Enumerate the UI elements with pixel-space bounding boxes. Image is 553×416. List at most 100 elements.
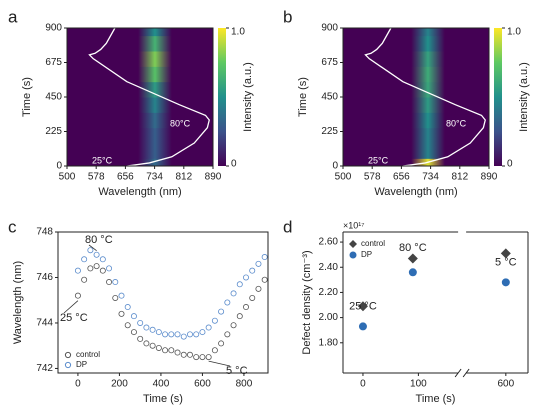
point — [99, 267, 106, 274]
point — [180, 351, 187, 358]
annotation-arrow — [63, 300, 79, 314]
panel-letter: b — [283, 7, 292, 26]
annotation: 5 °C — [495, 256, 517, 268]
x-tick-label: 0 — [360, 379, 366, 390]
y-tick-label: 450 — [321, 92, 338, 103]
legend-label: control — [361, 239, 385, 248]
colorbar-label: Intensity (a.u.) — [242, 62, 254, 132]
point — [149, 342, 156, 349]
point — [149, 326, 156, 333]
annotation: 80 °C — [399, 242, 427, 254]
y-tick-label: 2.60 — [319, 237, 339, 248]
x-tick-label: 890 — [481, 172, 498, 183]
legend-marker — [349, 240, 357, 248]
point — [236, 313, 243, 320]
point — [230, 290, 237, 297]
x-tick-label: 600 — [194, 379, 211, 390]
point — [243, 274, 250, 281]
intensity-band — [411, 35, 445, 52]
temperature-label: 5°C — [315, 46, 331, 56]
colorbar — [218, 28, 226, 166]
intensity-band — [411, 51, 445, 67]
point — [358, 322, 367, 331]
legend-marker — [349, 251, 357, 259]
y-tick-label: 450 — [45, 92, 62, 103]
x-tick-label: 100 — [410, 379, 427, 390]
point — [211, 347, 218, 354]
point — [81, 256, 88, 263]
plot-frame — [57, 231, 269, 374]
colorbar — [494, 28, 502, 166]
intensity-band — [138, 97, 172, 113]
point — [174, 349, 181, 356]
intensity-band — [411, 66, 445, 83]
point — [193, 354, 200, 361]
point — [130, 313, 137, 320]
y-tick-label: 0 — [56, 161, 62, 172]
panel-letter: c — [8, 217, 17, 236]
y-tick-label: 900 — [321, 23, 338, 34]
y-tick-label: 744 — [36, 318, 53, 329]
point — [211, 317, 218, 324]
intensity-band — [138, 112, 172, 129]
y-tick-label: 675 — [321, 57, 338, 68]
point — [199, 354, 206, 361]
annotation-arrow — [208, 360, 231, 367]
intensity-band — [138, 158, 172, 167]
intensity-band — [138, 28, 172, 37]
x-tick-label: 734 — [422, 172, 439, 183]
x-tick-label: 578 — [88, 172, 105, 183]
point — [249, 267, 256, 274]
point — [205, 354, 212, 361]
colorbar-tick-label: 0 — [231, 159, 237, 170]
x-tick-label: 578 — [364, 172, 381, 183]
x-tick-label: 200 — [111, 379, 128, 390]
x-tick-label: 812 — [175, 172, 192, 183]
point — [243, 304, 250, 311]
point — [407, 253, 418, 264]
point — [205, 324, 212, 331]
intensity-band — [138, 66, 172, 83]
point — [118, 292, 125, 299]
x-axis-label: Time (s) — [416, 393, 456, 405]
temperature-label: 25°C — [92, 155, 113, 165]
x-axis-label: Time (s) — [143, 393, 183, 405]
temperature-label: 5°C — [39, 46, 55, 56]
y-axis-label: Time (s) — [297, 77, 309, 117]
point — [168, 331, 175, 338]
point — [124, 322, 131, 329]
point — [218, 308, 225, 315]
point — [186, 331, 193, 338]
y-tick-label: 746 — [36, 272, 53, 283]
point — [501, 278, 510, 287]
point — [118, 310, 125, 317]
multiplier: ×10¹⁷ — [343, 220, 365, 230]
x-tick-label: 734 — [146, 172, 163, 183]
point — [261, 276, 268, 283]
point — [174, 331, 181, 338]
panel-letter: a — [8, 7, 18, 26]
point — [255, 285, 262, 292]
axis-break — [462, 368, 470, 378]
legend-label: control — [76, 350, 100, 359]
y-tick-label: 225 — [45, 126, 62, 137]
y-tick-label: 225 — [321, 126, 338, 137]
point — [112, 279, 119, 286]
y-tick-label: 2.00 — [319, 312, 339, 323]
legend-label: DP — [76, 360, 87, 369]
annotation-arrow — [88, 244, 97, 252]
annotation: 25 °C — [60, 312, 88, 324]
temperature-label: 25°C — [368, 155, 389, 165]
x-tick-label: 812 — [451, 172, 468, 183]
point — [106, 279, 113, 286]
intensity-band — [411, 81, 445, 98]
intensity-band — [411, 127, 445, 144]
y-tick-label: 748 — [36, 227, 53, 238]
x-tick-label: 656 — [117, 172, 134, 183]
x-tick-label: 500 — [335, 172, 352, 183]
temperature-label: 80°C — [446, 118, 467, 128]
point — [255, 260, 262, 267]
x-tick-label: 656 — [393, 172, 410, 183]
point — [249, 294, 256, 301]
point — [74, 292, 81, 299]
